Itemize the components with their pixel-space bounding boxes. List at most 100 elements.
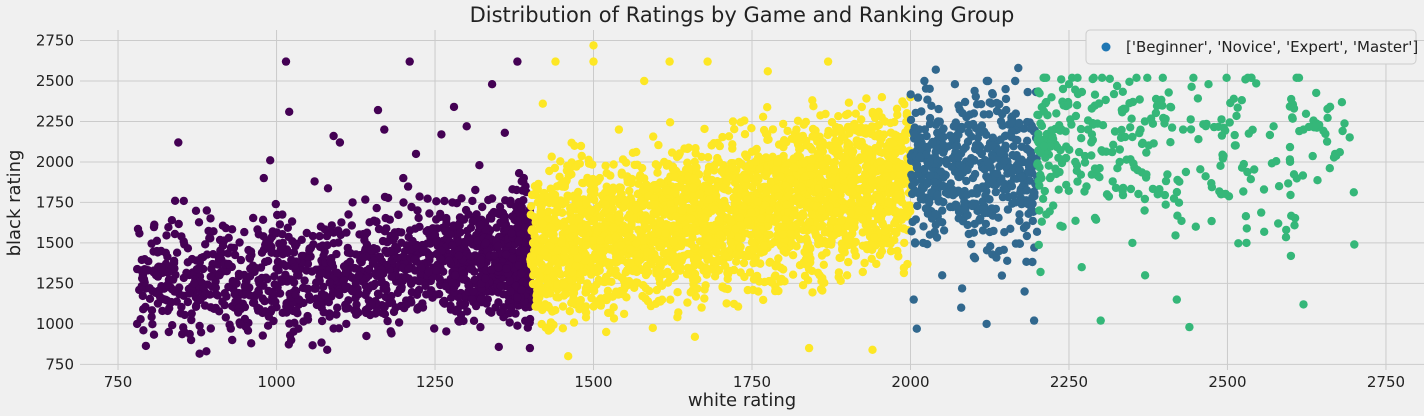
data-point-master: [1186, 115, 1195, 124]
data-point-beginner: [211, 283, 220, 292]
data-point-beginner: [224, 259, 233, 269]
data-point-master: [1129, 159, 1138, 168]
data-point-novice: [754, 287, 763, 296]
data-point-beginner: [138, 274, 147, 283]
data-point-novice: [691, 275, 700, 285]
data-point-novice: [868, 345, 877, 354]
data-point-beginner: [234, 308, 243, 317]
data-point-novice: [634, 257, 643, 266]
data-point-master: [1112, 81, 1122, 91]
data-point-beginner: [456, 214, 465, 223]
data-point-novice: [650, 200, 660, 209]
data-point-beginner: [430, 230, 440, 239]
data-point-novice: [582, 287, 591, 296]
data-point-expert: [919, 238, 928, 248]
data-point-beginner: [176, 309, 185, 318]
data-point-beginner: [448, 198, 457, 207]
data-point-novice: [782, 160, 792, 169]
data-point-novice: [736, 118, 745, 127]
data-point-master: [1244, 129, 1254, 138]
data-point-expert: [912, 324, 921, 333]
data-point-beginner: [428, 224, 437, 233]
data-point-novice: [857, 102, 866, 112]
data-point-beginner: [271, 297, 280, 306]
data-point-novice: [867, 122, 877, 131]
data-point-novice: [554, 258, 563, 268]
data-point-expert: [925, 84, 934, 94]
data-point-beginner: [362, 331, 371, 341]
data-point-beginner: [332, 249, 341, 259]
data-point-novice: [851, 109, 860, 118]
data-point-novice: [693, 255, 702, 264]
data-point-master: [1163, 170, 1172, 179]
data-point-beginner: [507, 229, 516, 238]
data-point-novice: [665, 118, 675, 127]
data-point-novice: [862, 162, 871, 171]
data-point-novice: [660, 257, 669, 266]
data-point-novice: [688, 183, 698, 193]
data-point-expert: [925, 113, 935, 123]
data-point-beginner: [437, 130, 446, 139]
data-point-beginner: [151, 271, 161, 280]
data-point-master: [1222, 73, 1231, 83]
data-point-beginner: [201, 240, 210, 249]
data-point-novice: [808, 225, 818, 234]
data-point-beginner: [220, 289, 229, 298]
data-point-beginner: [183, 297, 193, 307]
data-point-beginner: [505, 318, 514, 327]
data-point-beginner: [334, 288, 343, 298]
data-point-master: [1241, 212, 1251, 221]
data-point-novice: [822, 248, 831, 257]
data-point-novice: [829, 192, 838, 202]
data-point-beginner: [228, 276, 237, 286]
data-point-master: [1033, 110, 1042, 120]
data-point-master: [1282, 225, 1291, 235]
data-point-novice: [546, 318, 556, 327]
data-point-novice: [604, 235, 613, 245]
data-point-master: [1259, 185, 1269, 194]
data-point-master: [1126, 184, 1136, 194]
data-point-novice: [700, 213, 709, 222]
data-point-master: [1164, 88, 1173, 97]
data-point-novice: [571, 261, 581, 271]
data-point-beginner: [194, 218, 204, 227]
data-point-novice: [557, 198, 567, 207]
data-point-novice: [641, 294, 650, 303]
data-point-master: [1234, 239, 1243, 248]
data-point-novice: [737, 160, 746, 169]
data-point-novice: [868, 175, 877, 185]
data-point-beginner: [380, 125, 389, 134]
data-point-novice: [569, 294, 578, 303]
data-point-novice: [707, 221, 716, 231]
data-point-expert: [1023, 87, 1032, 97]
data-point-beginner: [164, 327, 173, 337]
data-point-expert: [981, 191, 990, 200]
data-point-novice: [576, 295, 585, 305]
data-point-novice: [751, 145, 761, 154]
data-point-master: [1098, 121, 1108, 130]
data-point-novice: [767, 278, 777, 287]
data-point-novice: [779, 137, 788, 147]
data-point-novice: [792, 242, 801, 251]
data-point-novice: [600, 188, 610, 197]
data-point-novice: [575, 214, 584, 223]
data-point-beginner: [214, 307, 224, 316]
data-point-beginner: [240, 282, 249, 291]
data-point-expert: [939, 197, 948, 207]
data-point-novice: [746, 230, 755, 240]
data-point-novice: [718, 132, 727, 142]
data-point-master: [1323, 113, 1332, 123]
data-point-beginner: [260, 296, 269, 306]
data-point-novice: [848, 187, 857, 196]
data-point-novice: [568, 268, 577, 277]
data-point-expert: [910, 130, 919, 139]
data-point-expert: [950, 80, 960, 89]
data-point-beginner: [444, 256, 454, 265]
data-point-novice: [763, 67, 772, 76]
data-point-novice: [675, 149, 684, 158]
data-point-expert: [967, 239, 976, 249]
data-point-expert: [954, 101, 963, 110]
data-point-master: [1345, 133, 1354, 142]
data-point-novice: [778, 230, 788, 239]
data-point-novice: [877, 163, 886, 173]
